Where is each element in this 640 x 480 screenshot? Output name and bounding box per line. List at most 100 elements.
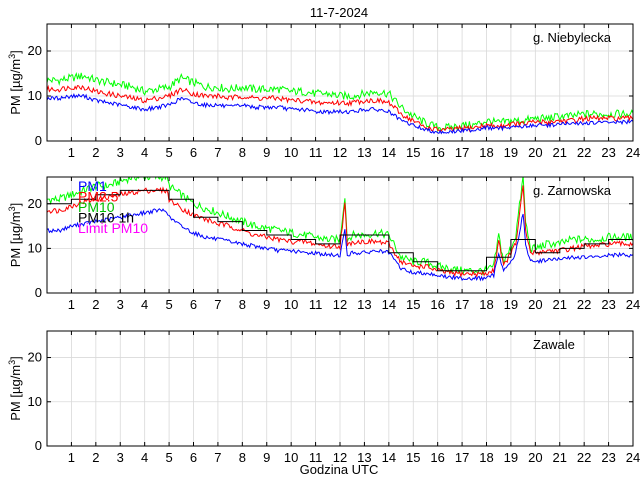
y-axis-label-sup: 3 <box>7 360 17 365</box>
x-tick-label: 5 <box>165 145 172 160</box>
panel-zawale: 1 2 3 4 5 6 7 8 9 10 11 12 13 14 15 16 17 18 19 20 21 22 23 240… <box>7 330 640 465</box>
station-label: g. Zarnowska <box>533 183 612 198</box>
x-tick-label: 18 <box>479 145 493 160</box>
x-tick-label: 1 <box>68 145 75 160</box>
series-pm2-5-line <box>47 84 633 133</box>
x-tick-label: 16 <box>430 145 444 160</box>
x-tick-label: 10 <box>284 297 298 312</box>
x-tick-label: 14 <box>382 450 396 465</box>
x-tick-label: 12 <box>333 297 347 312</box>
y-axis-label-unit: µg/m <box>8 211 23 240</box>
x-tick-label: 5 <box>165 297 172 312</box>
x-tick-label: 24 <box>626 297 640 312</box>
y-tick-label: 10 <box>28 88 42 103</box>
y-tick-label: 20 <box>28 350 42 365</box>
x-tick-label: 9 <box>263 145 270 160</box>
x-tick-label: 11 <box>309 450 323 465</box>
y-tick-label: 10 <box>28 394 42 409</box>
panel-niebylecka: 1 2 3 4 5 6 7 8 9 10 11 12 13 14 15 16 17 18 19 20 21 22 23 240… <box>7 23 640 160</box>
x-tick-label: 17 <box>455 450 469 465</box>
x-tick-label: 15 <box>406 297 420 312</box>
y-axis-label-close: ] <box>8 50 23 54</box>
y-axis-label-sup: 3 <box>7 54 17 59</box>
x-tick-label: 20 <box>528 145 542 160</box>
y-axis-label-sup: 3 <box>7 206 17 211</box>
x-tick-label: 22 <box>577 145 591 160</box>
x-tick-label: 6 <box>190 450 197 465</box>
y-axis-label-main: PM [ <box>8 88 23 115</box>
y-axis-label-close: ] <box>8 356 23 360</box>
x-tick-label: 5 <box>165 450 172 465</box>
y-axis-label-unit: µg/m <box>8 365 23 394</box>
y-axis-label: PM [µg/m3] <box>7 203 23 268</box>
x-tick-label: 21 <box>553 145 567 160</box>
x-tick-label: 14 <box>382 297 396 312</box>
x-tick-label: 17 <box>455 145 469 160</box>
y-axis-label: PM [µg/m3] <box>7 356 23 421</box>
x-tick-label: 23 <box>601 450 615 465</box>
x-tick-label: 8 <box>239 297 246 312</box>
x-tick-label: 11 <box>309 297 323 312</box>
x-tick-label: 6 <box>190 145 197 160</box>
x-tick-label: 3 <box>117 450 124 465</box>
x-tick-label: 18 <box>479 450 493 465</box>
y-tick-label: 0 <box>35 133 42 148</box>
x-tick-label: 9 <box>263 297 270 312</box>
legend-entry-pm2-5: PM2.5 <box>78 189 119 205</box>
y-tick-label: 0 <box>35 438 42 453</box>
x-tick-label: 1 <box>68 297 75 312</box>
x-tick-label: 22 <box>577 450 591 465</box>
y-axis-label-main: PM [ <box>8 394 23 421</box>
x-tick-label: 19 <box>504 297 518 312</box>
x-tick-label: 23 <box>601 145 615 160</box>
legend-entry-pm10-1h: PM10 1h <box>78 210 134 226</box>
x-tick-label: 8 <box>239 145 246 160</box>
x-tick-label: 13 <box>357 297 371 312</box>
x-tick-label: 16 <box>430 297 444 312</box>
legend-entry-limit-pm10: Limit PM10 <box>78 220 148 236</box>
y-axis-label-unit: µg/m <box>8 59 23 88</box>
x-tick-label: 1 <box>68 450 75 465</box>
x-tick-label: 14 <box>382 145 396 160</box>
x-tick-label: 15 <box>406 450 420 465</box>
x-tick-label: 10 <box>284 450 298 465</box>
x-tick-label: 13 <box>357 145 371 160</box>
x-axis-label: Godzina UTC <box>300 462 379 477</box>
x-tick-label: 21 <box>553 450 567 465</box>
x-tick-label: 16 <box>430 450 444 465</box>
y-tick-label: 20 <box>28 43 42 58</box>
panel-zarnowska: 1 2 3 4 5 6 7 8 9 10 11 12 13 14 15 16 17 18 19 20 21 22 23 240… <box>7 176 640 312</box>
station-label: g. Niebylecka <box>533 30 612 45</box>
legend-entry-pm10: PM10 <box>78 199 115 215</box>
series-pm10-1h-line <box>47 189 633 272</box>
y-axis-label-close: ] <box>8 203 23 207</box>
x-tick-label: 2 <box>92 450 99 465</box>
x-tick-label: 24 <box>626 145 640 160</box>
x-tick-label: 17 <box>455 297 469 312</box>
x-tick-label: 12 <box>333 450 347 465</box>
station-label: Zawale <box>533 337 575 352</box>
x-tick-label: 20 <box>528 450 542 465</box>
x-tick-label: 11 <box>309 145 323 160</box>
series-pm10-line <box>47 72 633 133</box>
x-tick-label: 9 <box>263 450 270 465</box>
x-tick-label: 3 <box>117 297 124 312</box>
x-tick-label: 2 <box>92 297 99 312</box>
y-tick-label: 10 <box>28 240 42 255</box>
series-pm1-line <box>47 93 633 135</box>
x-tick-label: 13 <box>357 450 371 465</box>
x-tick-label: 23 <box>601 297 615 312</box>
x-tick-label: 2 <box>92 145 99 160</box>
x-tick-label: 15 <box>406 145 420 160</box>
x-tick-label: 6 <box>190 297 197 312</box>
x-tick-label: 7 <box>214 145 221 160</box>
x-tick-label: 8 <box>239 450 246 465</box>
x-tick-label: 3 <box>117 145 124 160</box>
x-tick-label: 21 <box>553 297 567 312</box>
y-tick-label: 0 <box>35 285 42 300</box>
y-axis-label: PM [µg/m3] <box>7 50 23 115</box>
figure-title: 11-7-2024 <box>310 5 368 20</box>
series-pm1-line <box>47 208 633 282</box>
x-tick-label: 20 <box>528 297 542 312</box>
y-tick-label: 20 <box>28 196 42 211</box>
